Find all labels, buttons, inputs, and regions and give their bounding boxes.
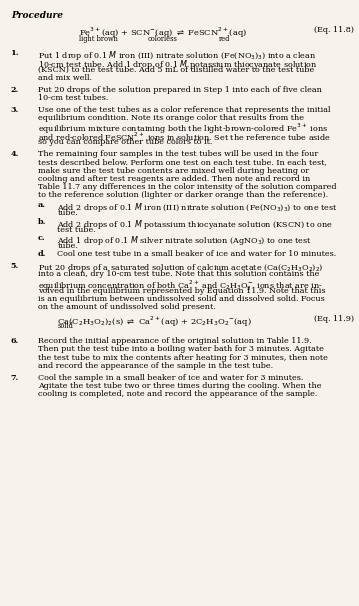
Text: and mix well.: and mix well. <box>38 74 92 82</box>
Text: to the reference solution (lighter or darker orange than the reference).: to the reference solution (lighter or da… <box>38 191 328 199</box>
Text: test tube.: test tube. <box>57 225 96 234</box>
Text: light brown: light brown <box>79 35 118 42</box>
Text: the test tube to mix the contents after heating for 3 minutes, then note: the test tube to mix the contents after … <box>38 353 327 362</box>
Text: 5.: 5. <box>11 262 19 270</box>
Text: tube.: tube. <box>57 209 78 218</box>
Text: tests described below. Perform one test on each test tube. In each test,: tests described below. Perform one test … <box>38 158 327 167</box>
Text: 7.: 7. <box>11 373 19 382</box>
Text: equilibrium mixture containing both the light-brown-colored Fe$^{3+}$ ions: equilibrium mixture containing both the … <box>38 122 328 136</box>
Text: colorless: colorless <box>147 35 177 42</box>
Text: Cool the sample in a small beaker of ice and water for 3 minutes.: Cool the sample in a small beaker of ice… <box>38 373 303 382</box>
Text: cooling is completed, note and record the appearance of the sample.: cooling is completed, note and record th… <box>38 390 317 398</box>
Text: 3.: 3. <box>11 105 19 114</box>
Text: 10-cm test tubes.: 10-cm test tubes. <box>38 94 108 102</box>
Text: Table 11.7 any differences in the color intensity of the solution compared: Table 11.7 any differences in the color … <box>38 183 336 191</box>
Text: 1.: 1. <box>11 49 19 58</box>
Text: Add 1 drop of 0.1 $M$ silver nitrate solution (AgNO$_3$) to one test: Add 1 drop of 0.1 $M$ silver nitrate sol… <box>57 234 312 247</box>
Text: solid: solid <box>57 322 73 330</box>
Text: Put 1 drop of 0.1 $M$ iron (III) nitrate solution (Fe(NO$_3$)$_3$) into a clean: Put 1 drop of 0.1 $M$ iron (III) nitrate… <box>38 49 316 62</box>
Text: equilibrium condition. Note its orange color that results from the: equilibrium condition. Note its orange c… <box>38 114 304 122</box>
Text: 2.: 2. <box>11 85 19 94</box>
Text: (KSCN) to the test tube. Add 5 mL of distilled water to the test tube: (KSCN) to the test tube. Add 5 mL of dis… <box>38 65 314 74</box>
Text: Then put the test tube into a boiling water bath for 3 minutes. Agitate: Then put the test tube into a boiling wa… <box>38 345 323 353</box>
Text: so you can compare other tube colors to it.: so you can compare other tube colors to … <box>38 138 212 147</box>
Text: (Eq. 11.9): (Eq. 11.9) <box>314 315 354 323</box>
Text: Ca(C$_2$H$_3$O$_2$)$_2$(s) $\rightleftharpoons$ Ca$^{2+}$(aq) + 2C$_2$H$_3$O$_2$: Ca(C$_2$H$_3$O$_2$)$_2$(s) $\rightleftha… <box>57 315 252 329</box>
Text: volved in the equilibrium represented by Equation 11.9. Note that this: volved in the equilibrium represented by… <box>38 287 325 295</box>
Text: cooling and after test reagents are added. Then note and record in: cooling and after test reagents are adde… <box>38 175 310 183</box>
Text: Use one of the test tubes as a color reference that represents the initial: Use one of the test tubes as a color ref… <box>38 105 330 114</box>
Text: a.: a. <box>38 201 46 209</box>
Text: is an equilibrium between undissolved solid and dissolved solid. Focus: is an equilibrium between undissolved so… <box>38 295 325 303</box>
Text: (Eq. 11.8): (Eq. 11.8) <box>314 25 354 34</box>
Text: make sure the test tube contents are mixed well during heating or: make sure the test tube contents are mix… <box>38 167 309 175</box>
Text: c.: c. <box>38 234 45 242</box>
Text: and red-colored FeSCN$^{2+}$ ions in solution. Set the reference tube aside: and red-colored FeSCN$^{2+}$ ions in sol… <box>38 130 331 142</box>
Text: into a clean, dry 10-cm test tube. Note that this solution contains the: into a clean, dry 10-cm test tube. Note … <box>38 270 319 278</box>
Text: Add 2 drops of 0.1 $M$ potassium thiocyanate solution (KSCN) to one: Add 2 drops of 0.1 $M$ potassium thiocya… <box>57 218 333 230</box>
Text: Cool one test tube in a small beaker of ice and water for 10 minutes.: Cool one test tube in a small beaker of … <box>57 250 337 258</box>
Text: 10-cm test tube. Add 1 drop of 0.1 $M$ potassium thiocyanate solution: 10-cm test tube. Add 1 drop of 0.1 $M$ p… <box>38 58 317 70</box>
Text: Add 2 drops of 0.1 $M$ iron (III) nitrate solution (Fe(NO$_3$)$_3$) to one test: Add 2 drops of 0.1 $M$ iron (III) nitrat… <box>57 201 338 214</box>
Text: Procedure: Procedure <box>11 11 63 20</box>
Text: b.: b. <box>38 218 46 225</box>
Text: Put 20 drops of a saturated solution of calcium acetate (Ca(C$_2$H$_3$O$_2$)$_2$: Put 20 drops of a saturated solution of … <box>38 262 323 274</box>
Text: and record the appearance of the sample in the test tube.: and record the appearance of the sample … <box>38 362 273 370</box>
Text: Agitate the test tube two or three times during the cooling. When the: Agitate the test tube two or three times… <box>38 382 321 390</box>
Text: Record the initial appearance of the original solution in Table 11.9.: Record the initial appearance of the ori… <box>38 337 311 345</box>
Text: 6.: 6. <box>11 337 19 345</box>
Text: equilibrium concentration of both Ca$^{2+}$ and C$_2$H$_3$O$_2^-$ ions that are : equilibrium concentration of both Ca$^{2… <box>38 278 322 293</box>
Text: tube.: tube. <box>57 242 78 250</box>
Text: The remaining four samples in the test tubes will be used in the four: The remaining four samples in the test t… <box>38 150 318 158</box>
Text: Fe$^{3+}$(aq) + SCN$^{-}$(aq) $\rightleftharpoons$ FeSCN$^{2+}$(aq): Fe$^{3+}$(aq) + SCN$^{-}$(aq) $\rightlef… <box>79 25 247 40</box>
Text: 4.: 4. <box>11 150 19 158</box>
Text: Put 20 drops of the solution prepared in Step 1 into each of five clean: Put 20 drops of the solution prepared in… <box>38 85 322 94</box>
Text: on the amount of undissolved solid present.: on the amount of undissolved solid prese… <box>38 303 215 311</box>
Text: d.: d. <box>38 250 46 258</box>
Text: red: red <box>219 35 230 42</box>
